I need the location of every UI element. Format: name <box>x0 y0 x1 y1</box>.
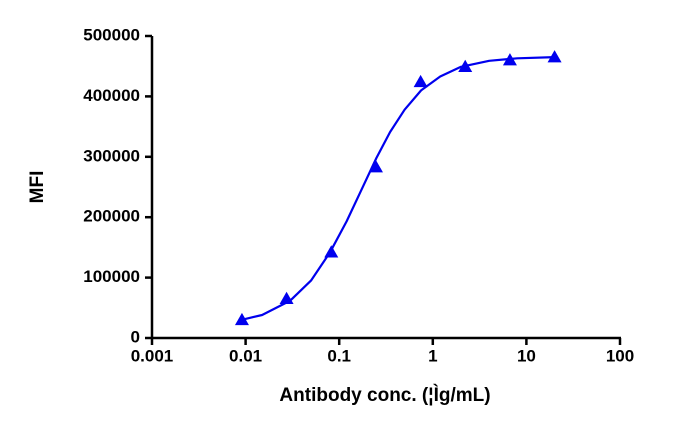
x-tick-label: 10 <box>517 346 536 365</box>
y-tick-label: 100000 <box>83 267 140 286</box>
x-tick-label: 0.001 <box>131 346 174 365</box>
x-tick-label: 0.1 <box>327 346 351 365</box>
x-tick-label: 0.01 <box>229 346 262 365</box>
data-point <box>547 50 562 63</box>
data-point <box>368 160 383 173</box>
y-tick-label: 300000 <box>83 146 140 165</box>
fit-curve <box>241 56 555 321</box>
data-point <box>413 74 428 88</box>
y-tick-label: 0 <box>131 327 140 346</box>
y-tick-label: 500000 <box>83 25 140 44</box>
x-axis-label: Antibody conc. (¦Ìg/mL) <box>279 384 490 406</box>
x-tick-label: 1 <box>428 346 437 365</box>
y-tick-label: 400000 <box>83 86 140 105</box>
x-tick-label: 100 <box>606 346 634 365</box>
y-axis-label: MFI <box>27 171 48 204</box>
y-tick-label: 200000 <box>83 207 140 226</box>
